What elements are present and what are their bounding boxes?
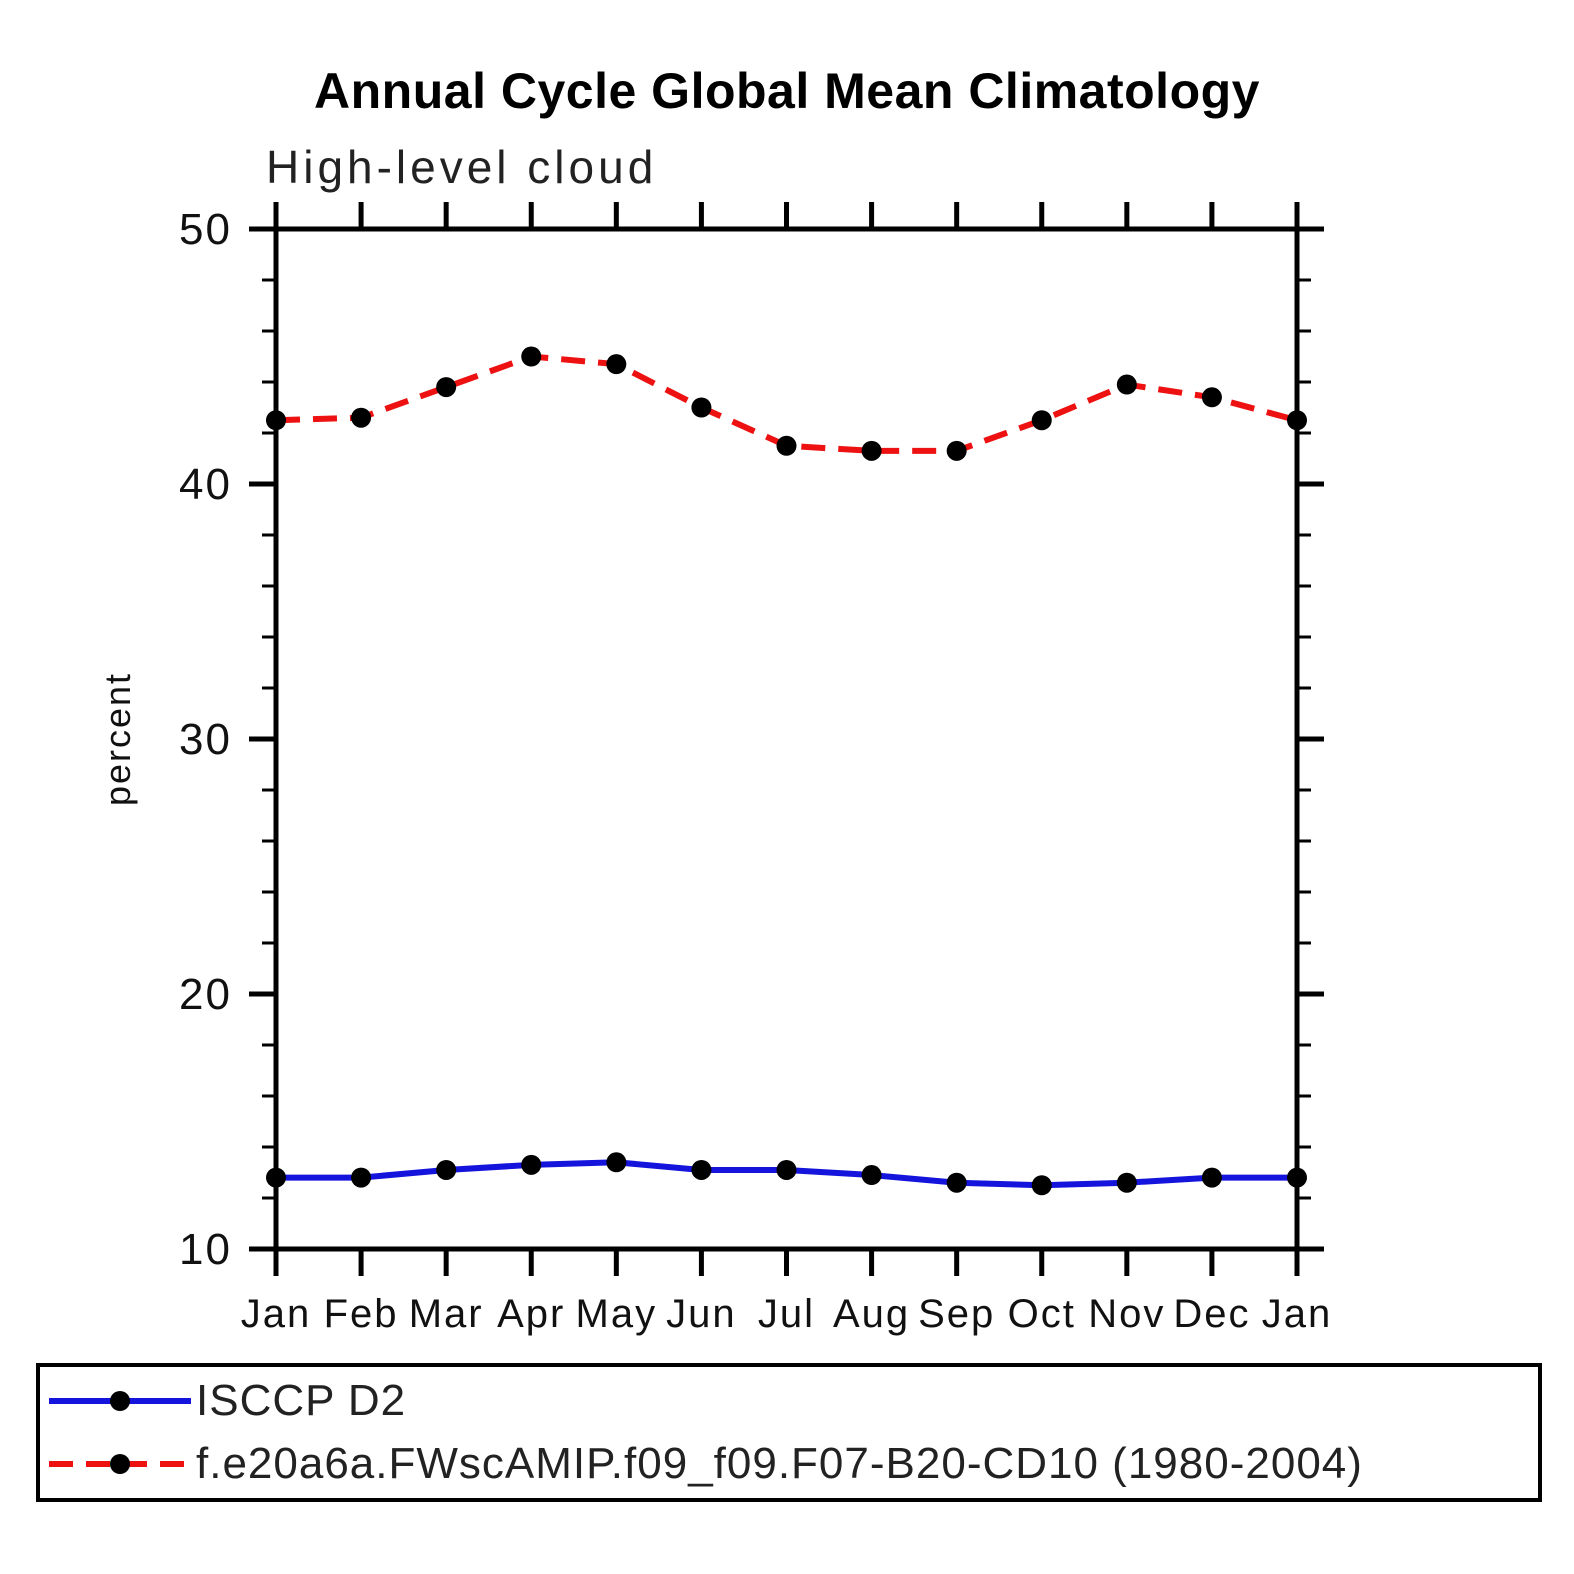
svg-text:20: 20: [179, 970, 232, 1019]
svg-text:May: May: [576, 1292, 658, 1336]
legend-label-model: f.e20a6a.FWscAMIP.f09_f09.F07-B20-CD10 (…: [196, 1438, 1363, 1488]
chart-subtitle: High-level cloud: [266, 141, 658, 193]
svg-text:Mar: Mar: [409, 1292, 484, 1336]
svg-text:10: 10: [179, 1225, 232, 1274]
svg-text:Sep: Sep: [918, 1292, 995, 1336]
legend-box: ISCCP D2 f.e20a6a.FWscAMIP.f09_f09.F07-B…: [36, 1363, 1542, 1502]
svg-text:percent: percent: [97, 672, 138, 806]
plot-area: Jan Feb Mar Apr May Jun Jul Aug Sep Oct Nov Dec Jan1…: [97, 202, 1333, 1336]
svg-text:Jun: Jun: [666, 1292, 737, 1336]
svg-text:40: 40: [179, 460, 232, 509]
svg-text:Feb: Feb: [324, 1292, 399, 1336]
legend-line-dashed-icon: [49, 1453, 191, 1474]
svg-text:Nov: Nov: [1088, 1292, 1165, 1336]
legend-item-isccp: ISCCP D2: [44, 1373, 1538, 1429]
legend-item-model: f.e20a6a.FWscAMIP.f09_f09.F07-B20-CD10 (…: [44, 1436, 1538, 1492]
legend-line-solid-icon: [49, 1391, 191, 1412]
svg-text:50: 50: [179, 205, 232, 254]
svg-text:Jan: Jan: [241, 1292, 312, 1336]
svg-text:Dec: Dec: [1173, 1292, 1250, 1336]
legend-label-isccp: ISCCP D2: [196, 1376, 407, 1426]
svg-text:Jul: Jul: [758, 1292, 815, 1336]
svg-text:Oct: Oct: [1008, 1292, 1076, 1336]
svg-text:Apr: Apr: [497, 1292, 565, 1336]
chart-title: Annual Cycle Global Mean Climatology: [314, 63, 1260, 119]
svg-text:30: 30: [179, 715, 232, 764]
svg-text:Jan: Jan: [1262, 1292, 1333, 1336]
svg-text:Aug: Aug: [833, 1292, 910, 1336]
